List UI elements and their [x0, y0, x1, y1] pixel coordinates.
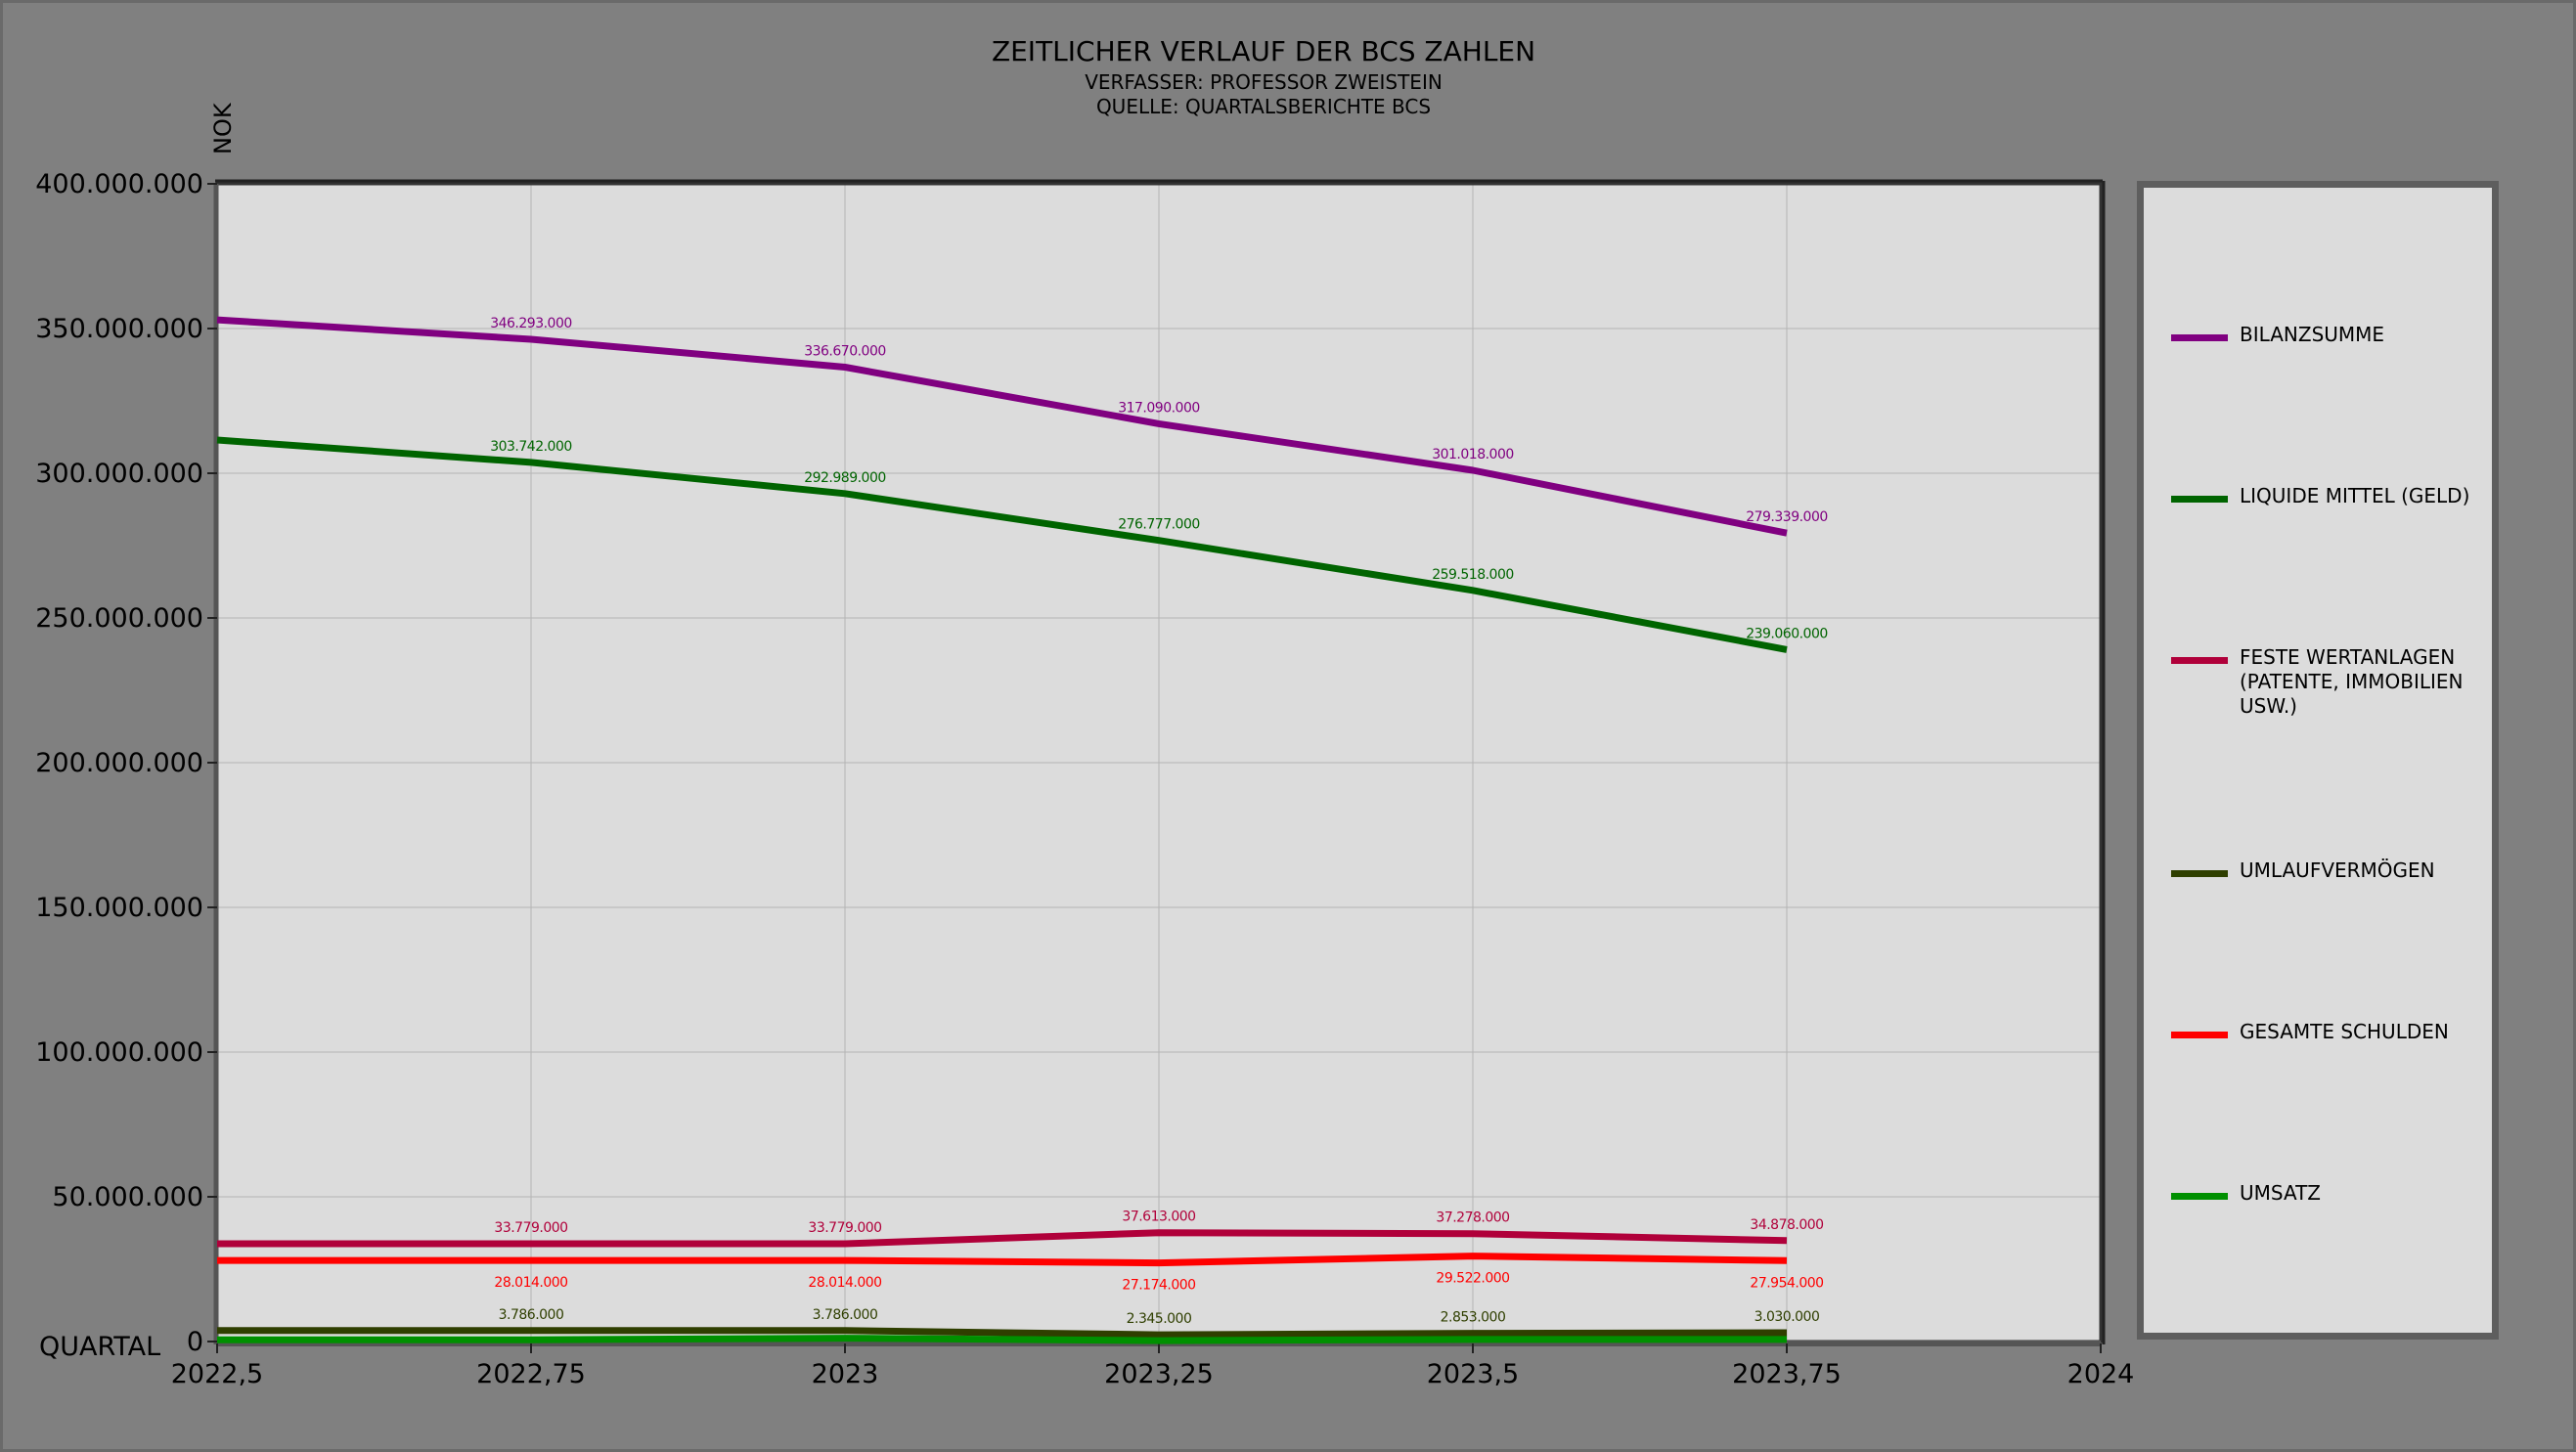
legend-label: UMSATZ: [2240, 1181, 2322, 1205]
legend-swatch: [2171, 496, 2228, 503]
legend-label: BILANZSUMME: [2240, 323, 2385, 346]
y-tick-label: 100.000.000: [35, 1037, 203, 1068]
data-label: 301.018.000: [1432, 447, 1514, 462]
data-label: 317.090.000: [1118, 400, 1200, 416]
x-tick-label: 2024: [2067, 1359, 2135, 1389]
data-label: 27.174.000: [1122, 1278, 1195, 1294]
y-tick-label: 400.000.000: [35, 169, 203, 199]
data-label: 37.613.000: [1122, 1210, 1195, 1225]
x-tick-label: 2023: [812, 1359, 879, 1389]
data-label: 3.786.000: [499, 1307, 564, 1323]
y-tick-label: 0: [187, 1327, 203, 1357]
data-label: 3.786.000: [813, 1307, 878, 1323]
chart-subtitle-author: VERFASSER: PROFESSOR ZWEISTEIN: [1085, 70, 1443, 94]
series-line: [217, 1229, 1788, 1248]
legend-swatch: [2171, 1193, 2228, 1200]
y-tick-label: 50.000.000: [52, 1182, 203, 1212]
data-label: 2.345.000: [1127, 1311, 1192, 1327]
data-label: 3.030.000: [1754, 1309, 1820, 1325]
data-label: 33.779.000: [808, 1220, 881, 1236]
data-label: 279.339.000: [1746, 509, 1828, 525]
y-tick-label: 150.000.000: [35, 893, 203, 923]
y-tick-label: 250.000.000: [35, 603, 203, 634]
series-line: [217, 1253, 1788, 1267]
legend-label: GESAMTE SCHULDEN: [2240, 1020, 2449, 1043]
legend-swatch: [2171, 870, 2228, 877]
chart-title: ZEITLICHER VERLAUF DER BCS ZAHLEN: [991, 35, 1536, 67]
y-tick-label: 350.000.000: [35, 314, 203, 344]
legend-label: UMLAUFVERMÖGEN: [2240, 858, 2435, 882]
data-label: 33.779.000: [494, 1220, 567, 1236]
data-label: 346.293.000: [490, 316, 572, 331]
legend-swatch: [2171, 334, 2228, 341]
x-tick-label: 2023,25: [1104, 1359, 1214, 1389]
x-tick-label: 2022,75: [476, 1359, 586, 1389]
data-label: 239.060.000: [1746, 626, 1828, 641]
data-label: 259.518.000: [1432, 567, 1514, 583]
data-label: 2.853.000: [1441, 1310, 1506, 1326]
series-line: [217, 1327, 1788, 1339]
data-label: 34.878.000: [1750, 1217, 1823, 1233]
series-line: [216, 436, 1788, 653]
data-label: 37.278.000: [1436, 1210, 1509, 1226]
x-tick-label: 2023,5: [1427, 1359, 1519, 1389]
y-tick-label: 300.000.000: [35, 459, 203, 489]
data-label: 292.989.000: [804, 470, 886, 486]
series-line: [216, 316, 1788, 537]
y-axis-title: NOK: [209, 102, 237, 154]
data-label: 29.522.000: [1436, 1271, 1509, 1287]
data-label: 276.777.000: [1118, 517, 1200, 533]
x-axis-title: QUARTAL: [39, 1332, 160, 1362]
data-label: 28.014.000: [494, 1275, 567, 1291]
series-line: [217, 1335, 1787, 1344]
chart-subtitle-source: QUELLE: QUARTALSBERICHTE BCS: [1095, 95, 1432, 118]
x-tick-label: 2022,5: [171, 1359, 263, 1389]
data-label: 27.954.000: [1750, 1275, 1823, 1291]
legend-swatch: [2171, 657, 2228, 664]
chart-legend: BILANZSUMME LIQUIDE MITTEL (GELD) FESTE WE…: [2137, 181, 2499, 1340]
data-label: 303.742.000: [490, 439, 572, 455]
legend-label: FESTE WERTANLAGEN (PATENTE, IMMOBILIEN U…: [2240, 645, 2464, 718]
legend-label: LIQUIDE MITTEL (GELD): [2240, 484, 2470, 507]
legend-swatch: [2171, 1032, 2228, 1038]
x-tick-label: 2023,75: [1732, 1359, 1842, 1389]
y-tick-label: 200.000.000: [35, 748, 203, 778]
data-label: 28.014.000: [808, 1275, 881, 1291]
data-label: 336.670.000: [804, 343, 886, 359]
